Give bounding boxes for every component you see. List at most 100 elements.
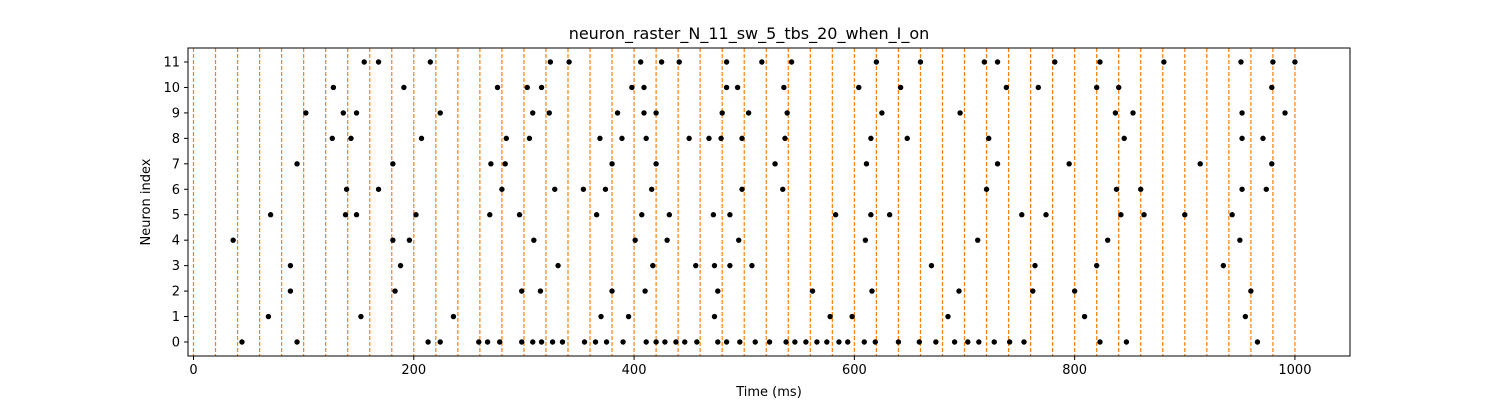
spike-point	[641, 84, 647, 91]
spike-point	[390, 161, 396, 167]
spike-point	[625, 313, 632, 320]
spike-point	[664, 237, 670, 243]
spike-point	[872, 339, 878, 345]
spike-point	[682, 339, 688, 345]
spike-point	[1130, 110, 1136, 116]
spike-point	[991, 339, 997, 345]
spike-point	[620, 339, 626, 345]
x-tick-label: 0	[189, 363, 197, 378]
spike-point	[1197, 161, 1203, 167]
spike-point	[602, 186, 609, 192]
spike-point	[487, 212, 493, 218]
spike-point	[526, 135, 533, 142]
spike-point	[788, 59, 795, 65]
spike-point	[549, 339, 556, 345]
spike-point	[516, 212, 523, 218]
spike-point	[1112, 110, 1119, 116]
spike-point	[1270, 59, 1276, 65]
spike-point	[343, 186, 350, 192]
spike-point	[916, 339, 923, 345]
spike-point	[294, 339, 300, 345]
spike-point	[1269, 84, 1275, 91]
spike-point	[1220, 262, 1227, 269]
spike-point	[1229, 212, 1235, 218]
spike-point	[662, 339, 668, 345]
spike-point	[845, 339, 851, 345]
spike-point	[739, 135, 745, 142]
spike-point	[736, 237, 742, 243]
spike-point	[1104, 237, 1111, 243]
spike-point	[904, 135, 910, 142]
spike-point	[723, 59, 730, 65]
spike-point	[546, 110, 552, 116]
spike-point	[1239, 135, 1245, 142]
spike-point	[1239, 110, 1245, 116]
spike-point	[1138, 186, 1144, 192]
spike-point	[519, 339, 525, 345]
spike-point	[1003, 84, 1010, 91]
spike-point	[719, 110, 725, 116]
spike-point	[1237, 237, 1243, 243]
spike-point	[342, 212, 349, 218]
spike-point	[1021, 339, 1027, 345]
spike-point	[809, 288, 816, 294]
spike-point	[340, 110, 347, 116]
spike-point	[686, 135, 692, 142]
spike-point	[581, 339, 588, 345]
spike-point	[1269, 161, 1275, 167]
x-tick-label: 400	[622, 363, 647, 378]
spike-point	[803, 339, 809, 345]
spike-point	[1238, 59, 1244, 65]
spike-point	[1123, 339, 1130, 345]
spike-point	[727, 212, 733, 218]
spike-point	[832, 212, 839, 218]
spike-point	[401, 84, 407, 91]
spike-point	[983, 186, 990, 192]
x-tick-label: 600	[842, 363, 867, 378]
spike-point	[361, 59, 367, 65]
spike-point	[676, 59, 682, 65]
spike-point	[749, 262, 755, 269]
spike-point	[503, 135, 510, 142]
spike-point	[951, 339, 958, 345]
y-tick-label: 10	[163, 81, 180, 96]
spike-point	[499, 186, 505, 192]
spike-point	[792, 339, 798, 345]
y-tick-label: 11	[163, 56, 180, 71]
spike-point	[976, 339, 982, 345]
spike-point	[488, 161, 494, 167]
spike-point	[975, 237, 981, 243]
spike-point	[856, 84, 862, 91]
spike-point	[632, 237, 638, 243]
y-tick-label: 3	[172, 259, 180, 274]
spike-point	[559, 339, 566, 345]
y-tick-label: 6	[172, 183, 180, 198]
spike-point	[641, 110, 647, 116]
spike-point	[643, 135, 649, 142]
spike-point	[1019, 212, 1025, 218]
spike-point	[1292, 59, 1298, 65]
spike-point	[715, 339, 721, 345]
spike-point	[484, 339, 491, 345]
y-axis-label: Neuron index	[139, 158, 154, 245]
spike-point	[497, 339, 503, 345]
spike-point	[1081, 313, 1088, 320]
spike-point	[917, 59, 924, 65]
spike-point	[706, 135, 712, 142]
spike-point	[869, 288, 875, 294]
spike-point	[780, 186, 786, 192]
spike-point	[267, 212, 274, 218]
spike-point	[824, 339, 830, 345]
spike-point	[418, 135, 425, 142]
spike-point	[711, 262, 718, 269]
spike-point	[650, 262, 656, 269]
spike-point	[427, 59, 434, 65]
spike-point	[643, 339, 649, 345]
spike-point	[673, 339, 679, 345]
spike-point	[723, 339, 730, 345]
spike-point	[873, 59, 880, 65]
y-tick-label: 2	[172, 285, 180, 300]
spike-points	[230, 59, 1298, 345]
spike-point	[772, 161, 778, 167]
spike-point	[710, 212, 717, 218]
